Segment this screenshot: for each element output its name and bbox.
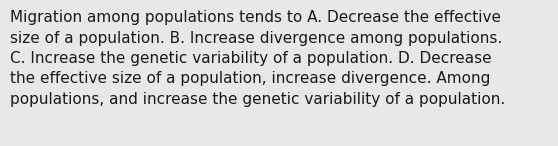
- Text: Migration among populations tends to A. Decrease the effective
size of a populat: Migration among populations tends to A. …: [10, 10, 506, 107]
